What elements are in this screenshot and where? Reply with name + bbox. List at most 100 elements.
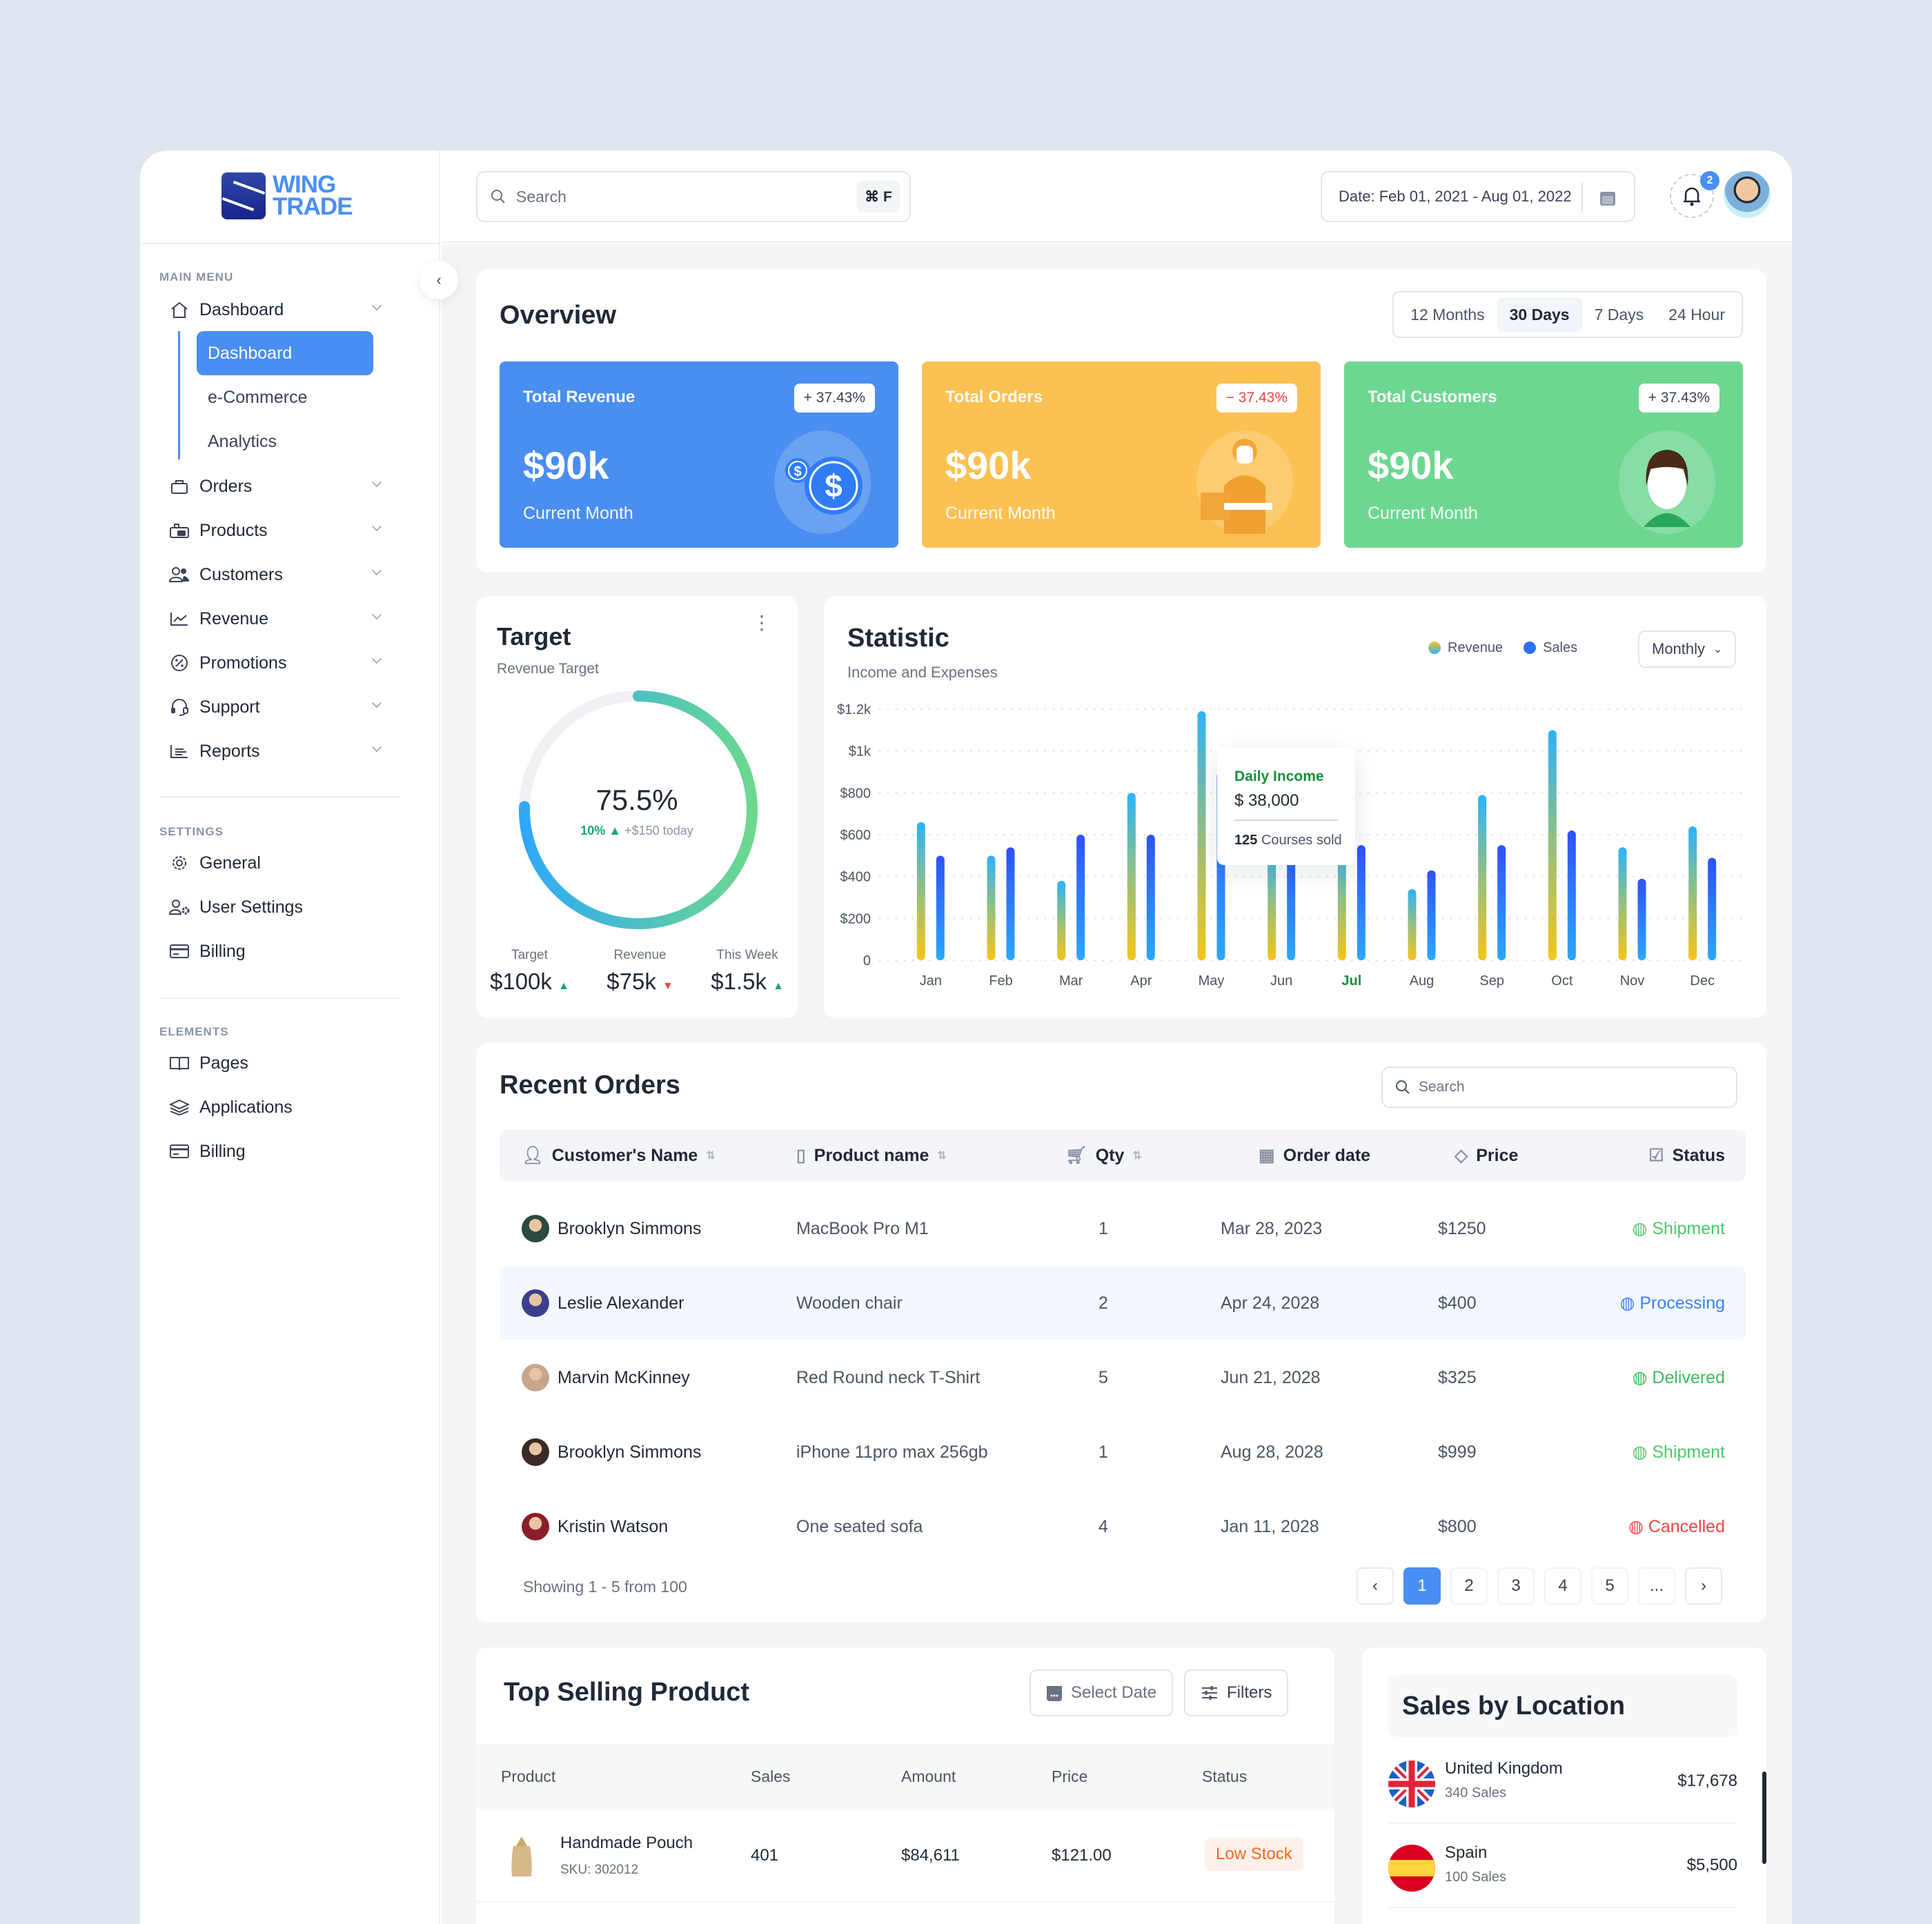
orders-search-input[interactable]: Search: [1381, 1067, 1737, 1108]
home-icon: [168, 299, 191, 320]
avatar: [522, 1364, 549, 1391]
table-row[interactable]: Leslie Alexander Wooden chair 2 Apr 24, 202…: [500, 1267, 1746, 1340]
sidebar-item-products[interactable]: Products: [168, 515, 382, 546]
pagination: ‹ 1 2 3 4 5 ... ›: [1357, 1567, 1722, 1605]
col-price[interactable]: ◇ Price: [1455, 1145, 1519, 1166]
next-page-button[interactable]: ›: [1685, 1567, 1722, 1605]
prev-page-button[interactable]: ‹: [1357, 1567, 1394, 1605]
col-qty[interactable]: 🛒︎ Qty ⇅: [1065, 1145, 1142, 1165]
sidebar-item-billing-2[interactable]: Billing: [168, 1135, 382, 1167]
search-placeholder: Search: [516, 187, 566, 206]
main-content: Overview 12 Months 30 Days 7 Days 24 Hou…: [442, 244, 1792, 1924]
search-icon: [1396, 1080, 1410, 1094]
keyboard-shortcut: ⌘ F: [857, 181, 900, 212]
scrollbar-thumb[interactable]: [1762, 1772, 1766, 1864]
sidebar-subitem-dashboard[interactable]: Dashboard: [197, 331, 373, 375]
chart-tooltip: Daily Income $ 38,000 125 Courses sold: [1217, 748, 1355, 865]
svg-text:$1k: $1k: [849, 744, 871, 760]
users-icon: [168, 564, 191, 585]
status-icon: ◍: [1632, 1368, 1653, 1387]
status-badge: Low Stock: [1205, 1838, 1303, 1871]
revenue-stat: Revenue $75k ▼: [607, 948, 673, 994]
avatar: [522, 1513, 549, 1540]
range-30-days[interactable]: 30 Days: [1497, 297, 1582, 333]
stat-card-customers[interactable]: Total Customers + 37.43% $90k Current Mo…: [1344, 361, 1743, 548]
chevron-down-icon: [372, 742, 382, 752]
arrow-up-icon: ▲: [609, 824, 622, 837]
sidebar-item-revenue[interactable]: Revenue: [168, 603, 382, 635]
table-row[interactable]: Marvin McKinney Red Round neck T-Shirt 5 Ju…: [500, 1341, 1746, 1414]
sidebar-item-general[interactable]: General: [168, 847, 382, 879]
range-12-months[interactable]: 12 Months: [1410, 305, 1485, 324]
avatar: [522, 1215, 549, 1242]
statistic-title: Statistic: [847, 624, 949, 653]
brand-logo[interactable]: WING TRADE: [221, 172, 353, 219]
more-options-icon[interactable]: ⋮: [752, 612, 771, 633]
sidebar-item-billing[interactable]: Billing: [168, 935, 382, 967]
select-date-button[interactable]: Select Date: [1029, 1669, 1174, 1716]
calendar-icon: ▦: [1259, 1146, 1275, 1165]
search-input[interactable]: Search ⌘ F: [476, 171, 911, 222]
customer-avatar-icon: [1619, 430, 1715, 534]
top-selling-card: Top Selling Product Select Date Filters …: [476, 1647, 1334, 1924]
overview-title: Overview: [500, 301, 616, 330]
page-4[interactable]: 4: [1544, 1567, 1581, 1605]
page-1[interactable]: 1: [1403, 1567, 1441, 1605]
stat-card-revenue[interactable]: Total Revenue + 37.43% $90k Current Mont…: [500, 361, 898, 548]
sidebar-item-pages[interactable]: Pages: [168, 1047, 382, 1079]
col-order-date[interactable]: ▦ Order date: [1259, 1145, 1371, 1166]
notifications-button[interactable]: 2: [1670, 171, 1719, 218]
page-5[interactable]: 5: [1591, 1567, 1628, 1605]
sidebar-item-user-settings[interactable]: User Settings: [168, 891, 382, 923]
sort-icon: ⇅: [1132, 1150, 1142, 1162]
arrow-up-icon: ▲: [773, 980, 784, 992]
sidebar-item-reports[interactable]: Reports: [168, 735, 382, 767]
location-item[interactable]: Spain 100 Sales $5,500: [1388, 1835, 1737, 1908]
sidebar-subitem-ecommerce[interactable]: e-Commerce: [208, 387, 308, 407]
sidebar-item-dashboard[interactable]: Dashboard: [168, 294, 382, 326]
sidebar-item-support[interactable]: Support: [168, 691, 382, 723]
stat-card-orders[interactable]: Total Orders − 37.43% $90k Current Month: [922, 361, 1321, 548]
logo-icon: [221, 172, 266, 219]
arrow-down-icon: ▼: [662, 980, 673, 992]
svg-text:Nov: Nov: [1620, 973, 1645, 989]
target-title: Target: [497, 622, 571, 651]
col-customer[interactable]: 👤︎ Customer's Name ⇅: [522, 1145, 716, 1165]
sidebar-subitem-analytics[interactable]: Analytics: [208, 431, 277, 451]
recent-orders-title: Recent Orders: [500, 1071, 680, 1100]
brand-line2: TRADE: [273, 193, 353, 220]
collapse-sidebar-button[interactable]: ‹: [420, 261, 458, 299]
sidebar-item-applications[interactable]: Applications: [168, 1091, 382, 1123]
table-row[interactable]: Kristin Watson One seated sofa 4 Jan 11, 20…: [500, 1490, 1746, 1563]
filters-button[interactable]: Filters: [1184, 1669, 1289, 1716]
page-2[interactable]: 2: [1450, 1567, 1488, 1605]
page-3[interactable]: 3: [1497, 1567, 1535, 1605]
table-row[interactable]: Brooklyn Simmons MacBook Pro M1 1 Mar 28, 2…: [500, 1192, 1746, 1265]
user-avatar[interactable]: [1724, 171, 1771, 218]
bell-icon: [1684, 187, 1700, 206]
sales-location-header: Sales by Location: [1388, 1675, 1737, 1737]
location-item[interactable]: United Kingdom 340 Sales $17,678: [1388, 1751, 1737, 1824]
range-7-days[interactable]: 7 Days: [1594, 305, 1644, 324]
change-badge: + 37.43%: [1638, 384, 1719, 413]
page-ellipsis[interactable]: ...: [1638, 1567, 1675, 1605]
legend-sales[interactable]: Sales: [1524, 640, 1577, 656]
product-row[interactable]: Handmade Pouch SKU: 302012 401 $84,611 $…: [476, 1810, 1334, 1903]
col-status[interactable]: ☑︎ Status: [1648, 1145, 1725, 1166]
product-image: [511, 1836, 532, 1876]
date-range-picker[interactable]: Date: Feb 01, 2021 - Aug 01, 2022: [1321, 171, 1635, 222]
range-24-hour[interactable]: 24 Hour: [1668, 305, 1725, 324]
sidebar-item-customers[interactable]: Customers: [168, 559, 382, 591]
chevron-down-icon: ⌄: [1713, 644, 1723, 655]
user-icon: 👤︎: [522, 1145, 544, 1165]
sidebar-item-promotions[interactable]: Promotions: [168, 647, 382, 679]
chevron-down-icon: [372, 301, 382, 310]
col-product[interactable]: ▯ Product name ⇅: [796, 1145, 947, 1166]
status-badge: ◍ Cancelled: [1628, 1517, 1725, 1536]
period-dropdown[interactable]: Monthly ⌄: [1638, 631, 1737, 668]
bag-icon: ▯: [796, 1146, 806, 1165]
status-icon: ◍: [1632, 1442, 1653, 1462]
table-row[interactable]: Brooklyn Simmons iPhone 11pro max 256gb 1 A…: [500, 1416, 1746, 1489]
legend-revenue[interactable]: Revenue: [1428, 640, 1503, 656]
sidebar-item-orders[interactable]: Orders: [168, 470, 382, 502]
